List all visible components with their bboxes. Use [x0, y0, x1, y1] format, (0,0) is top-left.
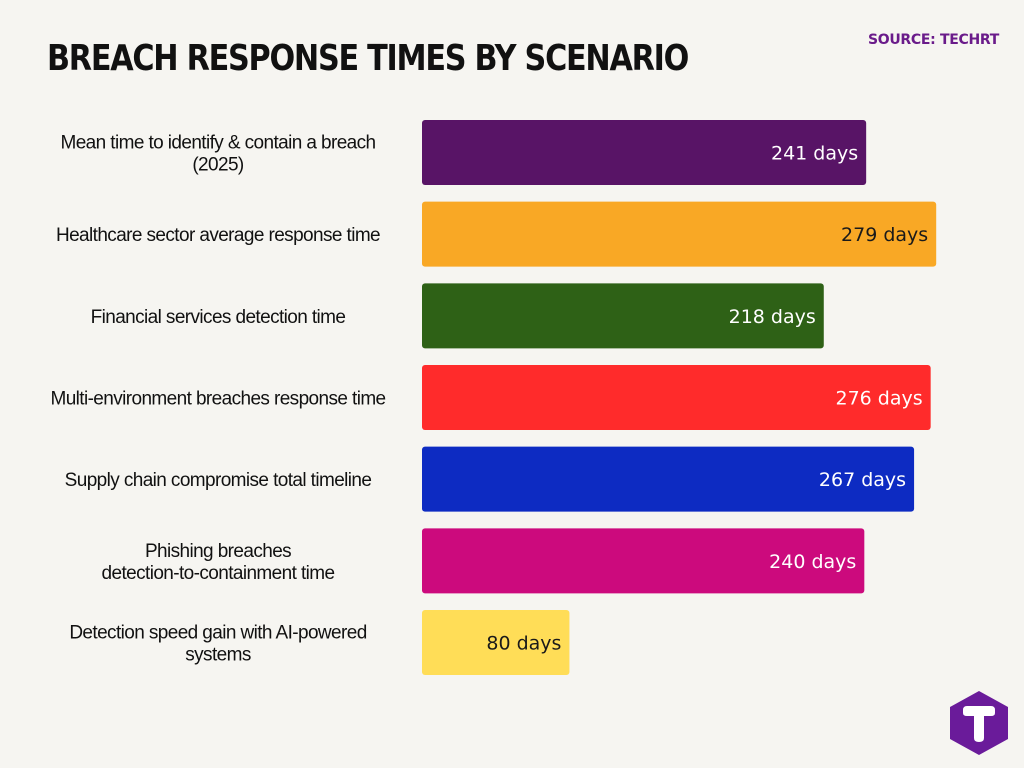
category-label-3-line-0: Multi-environment breaches response time: [50, 389, 385, 410]
value-label-3: 276 days: [836, 388, 923, 410]
bar-0: [422, 120, 867, 185]
value-label-2: 218 days: [729, 306, 816, 328]
category-label-1-line-0: Healthcare sector average response time: [56, 225, 380, 246]
chart-title: BREACH RESPONSE TIMES BY SCENARIO: [47, 38, 689, 79]
bar-2: [422, 283, 824, 349]
value-label-4: 267 days: [819, 469, 906, 491]
category-label-2-line-0: Financial services detection time: [91, 307, 346, 328]
category-label-6-line-0: Detection speed gain with AI-powered: [69, 623, 366, 644]
bar-5: [422, 528, 865, 594]
bar-1: [422, 201, 937, 267]
category-label-5-line-0: Phishing breaches: [145, 541, 291, 562]
value-label-1: 279 days: [841, 224, 928, 246]
bar-4: [422, 446, 915, 512]
bar-3: [422, 365, 931, 431]
value-label-0: 241 days: [771, 143, 858, 165]
techrt-logo-icon: [950, 691, 1008, 755]
source-label: SOURCE: TECHRT: [867, 32, 999, 48]
value-label-6: 80 days: [486, 633, 561, 655]
category-label-4-line-0: Supply chain compromise total timeline: [65, 470, 372, 491]
category-label-6-line-1: systems: [185, 645, 251, 666]
category-label-0-line-0: Mean time to identify & contain a breach: [60, 133, 375, 154]
category-label-5-line-1: detection-to-containment time: [102, 563, 335, 584]
bar-6: [422, 610, 570, 676]
value-label-5: 240 days: [769, 551, 856, 573]
category-label-0-line-1: (2025): [192, 155, 244, 176]
